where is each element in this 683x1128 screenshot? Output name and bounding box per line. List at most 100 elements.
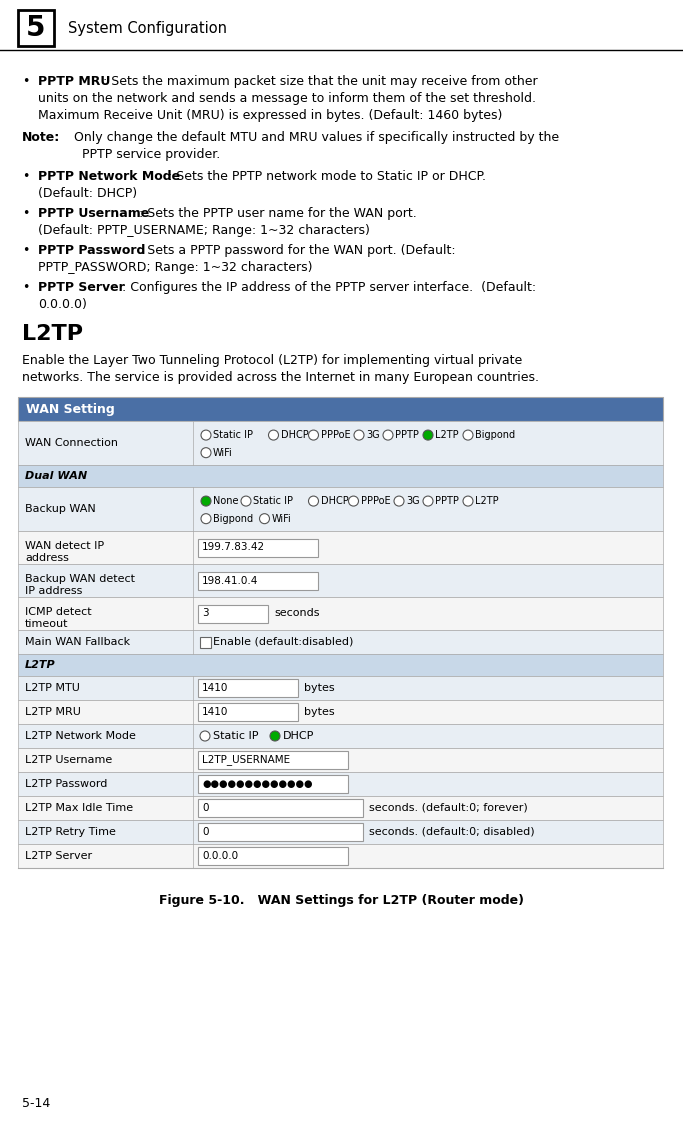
Text: PPTP Server: PPTP Server <box>38 281 125 294</box>
Text: WAN Connection: WAN Connection <box>25 438 118 448</box>
Text: 3G: 3G <box>406 496 419 506</box>
Text: ICMP detect: ICMP detect <box>25 607 92 617</box>
Text: •: • <box>22 74 29 88</box>
Text: : Configures the IP address of the PPTP server interface.  (Default:: : Configures the IP address of the PPTP … <box>122 281 536 294</box>
Bar <box>198 538 318 556</box>
Text: Main WAN Fallback: Main WAN Fallback <box>25 637 130 647</box>
Text: Enable the Layer Two Tunneling Protocol (L2TP) for implementing virtual private: Enable the Layer Two Tunneling Protocol … <box>22 354 522 367</box>
Text: DHCP: DHCP <box>281 430 308 440</box>
Circle shape <box>201 513 211 523</box>
Bar <box>18 676 663 700</box>
Text: PPTP Network Mode: PPTP Network Mode <box>38 170 180 183</box>
Text: Figure 5-10.   WAN Settings for L2TP (Router mode): Figure 5-10. WAN Settings for L2TP (Rout… <box>159 895 524 907</box>
Text: address: address <box>25 553 69 563</box>
Text: Dual WAN: Dual WAN <box>25 472 87 481</box>
Text: Bigpond: Bigpond <box>213 513 253 523</box>
Text: L2TP Max Idle Time: L2TP Max Idle Time <box>25 803 133 813</box>
Text: bytes: bytes <box>304 707 335 717</box>
Bar <box>18 531 663 564</box>
Text: L2TP: L2TP <box>435 430 458 440</box>
Circle shape <box>383 430 393 440</box>
Bar <box>198 847 348 865</box>
Circle shape <box>309 430 318 440</box>
Bar <box>198 572 318 590</box>
Bar <box>18 465 663 487</box>
Bar <box>18 421 663 465</box>
Text: units on the network and sends a message to inform them of the set threshold.: units on the network and sends a message… <box>38 92 536 105</box>
Circle shape <box>201 448 211 458</box>
Circle shape <box>309 496 318 506</box>
Bar <box>18 631 663 654</box>
Bar <box>18 597 663 631</box>
Bar <box>18 748 663 772</box>
Text: 3G: 3G <box>366 430 380 440</box>
Text: seconds: seconds <box>274 608 320 618</box>
Bar <box>198 799 363 817</box>
Bar <box>198 605 268 623</box>
Text: WAN Setting: WAN Setting <box>26 403 115 415</box>
Text: •: • <box>22 244 29 257</box>
Text: Only change the default MTU and MRU values if specifically instructed by the: Only change the default MTU and MRU valu… <box>62 131 559 144</box>
Text: DHCP: DHCP <box>283 731 314 741</box>
Text: IP address: IP address <box>25 587 83 596</box>
Text: DHCP: DHCP <box>320 496 348 506</box>
Bar <box>18 820 663 844</box>
Circle shape <box>268 430 279 440</box>
Circle shape <box>201 496 211 506</box>
Bar <box>18 487 663 531</box>
Text: L2TP Username: L2TP Username <box>25 755 112 765</box>
Circle shape <box>394 496 404 506</box>
Bar <box>18 564 663 597</box>
Text: PPTP_PASSWORD; Range: 1~32 characters): PPTP_PASSWORD; Range: 1~32 characters) <box>38 261 313 274</box>
Text: •: • <box>22 208 29 220</box>
Bar <box>198 679 298 697</box>
Text: L2TP_USERNAME: L2TP_USERNAME <box>202 755 290 766</box>
Text: PPTP Username: PPTP Username <box>38 208 150 220</box>
Circle shape <box>270 731 280 741</box>
Circle shape <box>463 430 473 440</box>
Text: networks. The service is provided across the Internet in many European countries: networks. The service is provided across… <box>22 371 539 384</box>
Text: Enable (default:disabled): Enable (default:disabled) <box>213 637 353 647</box>
Text: 3: 3 <box>202 608 208 618</box>
Bar <box>18 700 663 724</box>
Text: PPPoE: PPPoE <box>320 430 350 440</box>
Text: L2TP Retry Time: L2TP Retry Time <box>25 827 116 837</box>
Text: 1410: 1410 <box>202 682 228 693</box>
Text: 0.0.0.0: 0.0.0.0 <box>202 851 238 861</box>
Text: WAN detect IP: WAN detect IP <box>25 541 104 550</box>
Text: Backup WAN detect: Backup WAN detect <box>25 574 135 584</box>
Text: PPTP service provider.: PPTP service provider. <box>82 148 220 161</box>
Text: (Default: PPTP_USERNAME; Range: 1~32 characters): (Default: PPTP_USERNAME; Range: 1~32 cha… <box>38 224 370 237</box>
Text: 199.7.83.42: 199.7.83.42 <box>202 543 265 553</box>
Text: WiFi: WiFi <box>272 513 291 523</box>
Text: L2TP Server: L2TP Server <box>25 851 92 861</box>
Text: Bigpond: Bigpond <box>475 430 515 440</box>
Bar <box>199 636 210 647</box>
Bar <box>198 703 298 721</box>
Circle shape <box>354 430 364 440</box>
Text: seconds. (default:0; forever): seconds. (default:0; forever) <box>369 803 528 813</box>
Text: PPTP Password: PPTP Password <box>38 244 145 257</box>
Text: ●●●●●●●●●●●●●: ●●●●●●●●●●●●● <box>202 779 313 788</box>
Text: L2TP Network Mode: L2TP Network Mode <box>25 731 136 741</box>
Circle shape <box>200 731 210 741</box>
Text: Backup WAN: Backup WAN <box>25 504 96 514</box>
Text: L2TP: L2TP <box>475 496 499 506</box>
Text: L2TP: L2TP <box>25 660 55 670</box>
Bar <box>18 654 663 676</box>
Text: : Sets the PPTP user name for the WAN port.: : Sets the PPTP user name for the WAN po… <box>139 208 417 220</box>
Text: L2TP Password: L2TP Password <box>25 779 107 788</box>
Text: 0.0.0.0): 0.0.0.0) <box>38 298 87 311</box>
Text: PPTP: PPTP <box>395 430 419 440</box>
Text: PPPoE: PPPoE <box>361 496 390 506</box>
Text: timeout: timeout <box>25 619 68 629</box>
Text: PPTP: PPTP <box>435 496 459 506</box>
Circle shape <box>241 496 251 506</box>
Text: 0: 0 <box>202 827 208 837</box>
Bar <box>18 10 54 46</box>
Text: : Sets a PPTP password for the WAN port. (Default:: : Sets a PPTP password for the WAN port.… <box>139 244 456 257</box>
Text: 5-14: 5-14 <box>22 1098 51 1110</box>
Text: (Default: DHCP): (Default: DHCP) <box>38 187 137 200</box>
Text: Static IP: Static IP <box>253 496 293 506</box>
Text: •: • <box>22 170 29 183</box>
